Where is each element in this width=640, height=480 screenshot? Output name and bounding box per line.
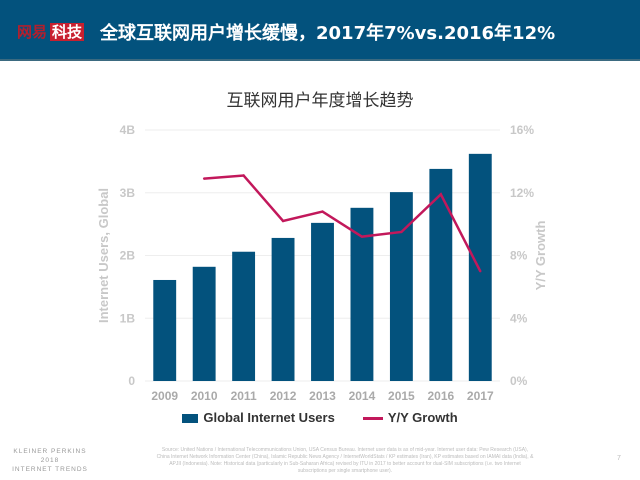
growth-point-2013: [321, 210, 324, 213]
growth-line: [204, 174, 482, 272]
legend-label: Global Internet Users: [203, 410, 335, 425]
y-axis-label: Internet Users, Global: [96, 188, 111, 323]
logo-text: 网易: [17, 23, 48, 41]
y-tick-label: 3B: [120, 186, 136, 200]
growth-point-2010: [202, 177, 206, 180]
legend-swatch-bar: [182, 414, 199, 424]
legend-swatch-line: [362, 417, 383, 421]
growth-point-2014: [360, 235, 364, 238]
bar-2011: [232, 251, 256, 381]
bar-2015: [389, 192, 413, 381]
y2-axis-label: Y/Y Growth: [533, 221, 548, 291]
logo-badge: 科技: [50, 23, 85, 41]
bar-2009: [153, 279, 177, 381]
y-tick-label: 4B: [120, 123, 136, 137]
x-tick-label: 2014: [349, 389, 376, 403]
legend-item-users: Global Internet Users: [182, 410, 335, 425]
y-tick-label: 0: [128, 374, 135, 388]
bar-2017: [468, 153, 492, 381]
slide-title: 全球互联网用户增长缓慢，2017年7%vs.2016年12%: [100, 23, 556, 44]
bar-2013: [311, 222, 334, 381]
x-tick-label: 2012: [270, 389, 297, 403]
growth-point-2016: [439, 193, 443, 196]
y2-tick-label: 8%: [510, 249, 528, 263]
bar-2010: [192, 266, 216, 381]
growth-point-2012: [281, 219, 285, 223]
growth-point-2017: [479, 269, 482, 273]
legend-item-growth: Y/Y Growth: [362, 410, 458, 425]
x-tick-label: 2016: [427, 389, 454, 403]
y-tick-label: 2B: [120, 249, 136, 263]
y2-tick-label: 16%: [510, 123, 534, 137]
bar-2014: [350, 207, 374, 381]
kp-logo: KLEINER PERKINS 2018 INTERNET TRENDS: [12, 448, 88, 473]
bar-2016: [429, 168, 453, 381]
x-tick-label: 2010: [191, 389, 218, 403]
growth-point-2015: [400, 230, 403, 234]
y2-tick-label: 4%: [510, 311, 528, 325]
bar-2012: [271, 237, 295, 381]
growth-point-2011: [242, 174, 245, 177]
page-number: 7: [617, 455, 621, 462]
netease-tech-logo: 网易 科技: [17, 21, 85, 42]
legend-label: Y/Y Growth: [387, 410, 458, 425]
x-tick-label: 2013: [309, 389, 336, 403]
x-tick-label: 2017: [467, 389, 494, 403]
source-note: Source: United Nations / International T…: [156, 447, 534, 474]
y2-tick-label: 12%: [510, 186, 534, 200]
header-bar: 网易 科技 全球互联网用户增长缓慢，2017年7%vs.2016年12%: [0, 0, 640, 61]
chart-title: 互联网用户年度增长趋势: [226, 91, 414, 111]
y2-tick-label: 0%: [510, 374, 528, 388]
y-tick-label: 1B: [120, 311, 136, 325]
x-tick-label: 2015: [388, 389, 415, 403]
legend: Global Internet Users Y/Y Growth: [0, 410, 640, 425]
x-tick-label: 2011: [231, 389, 257, 403]
x-tick-label: 2009: [151, 389, 178, 403]
